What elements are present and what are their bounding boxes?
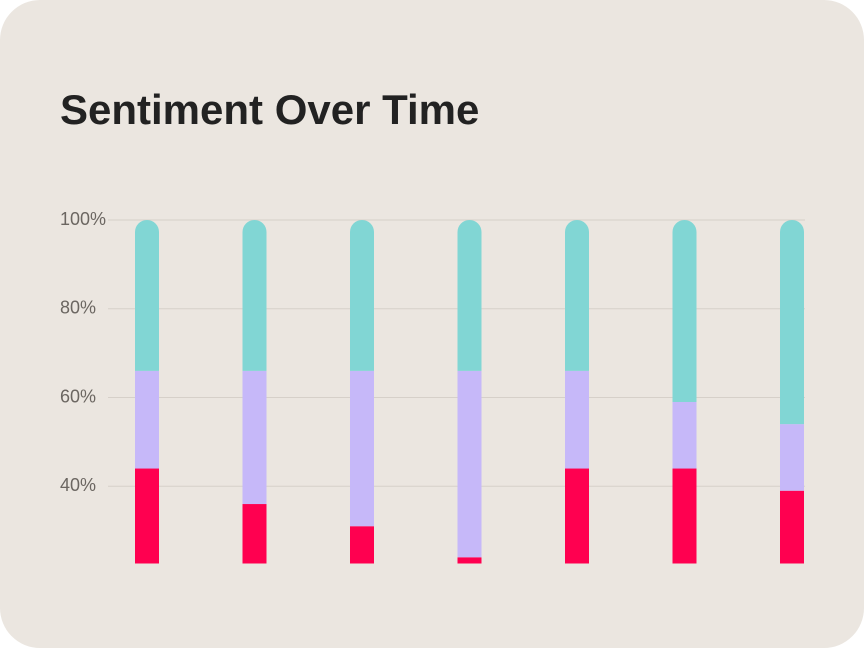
y-tick-label: 60% [60, 386, 96, 406]
y-tick-label: 40% [60, 475, 96, 495]
bar-segment [242, 504, 267, 564]
bar-segment [565, 370, 589, 469]
bar-segment [672, 468, 697, 564]
y-tick-label: 100% [60, 209, 106, 229]
chart-title: Sentiment Over Time [60, 86, 479, 133]
y-tick-label: 80% [60, 298, 96, 318]
bar-segment [135, 370, 159, 469]
bar-segment [135, 220, 159, 371]
bar-segment [350, 526, 374, 564]
bar-segment [135, 468, 159, 564]
bar-segment [457, 370, 482, 558]
bar-segment [242, 370, 267, 505]
bar-segment [565, 220, 589, 371]
bar-segment [457, 220, 482, 371]
bar-segment [350, 220, 374, 371]
bar-segment [672, 220, 697, 402]
bar-segment [565, 468, 589, 564]
bar-segment [242, 220, 267, 371]
bar-segment [780, 424, 804, 491]
bar-segment [350, 370, 374, 527]
bar-segment [780, 490, 804, 564]
bar-segment [457, 557, 482, 564]
bar-segment [672, 401, 697, 469]
bar-segment [780, 220, 804, 425]
